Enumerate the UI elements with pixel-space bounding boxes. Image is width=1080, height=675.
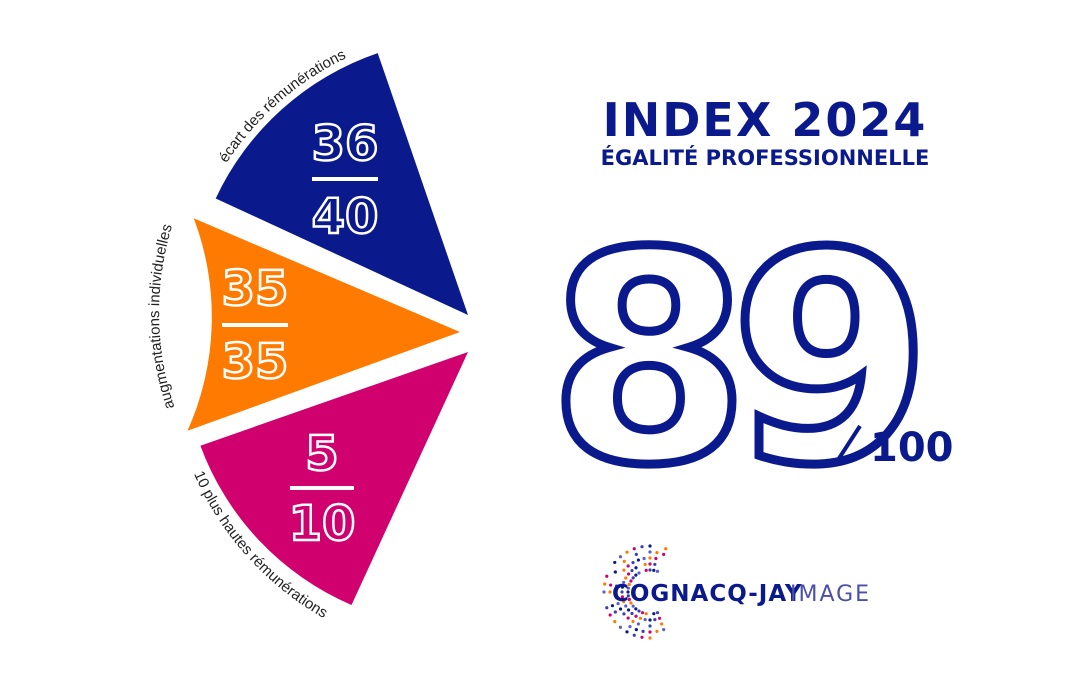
logo-dot [614, 610, 617, 613]
logo-dot [614, 570, 617, 573]
logo-dot [622, 612, 625, 615]
logo-dot [619, 607, 622, 610]
logo-dot [644, 618, 647, 621]
logo-dot [627, 572, 630, 575]
logo-dot [605, 575, 608, 578]
logo-dot [645, 569, 648, 572]
logo-dot [653, 618, 656, 621]
logo-dot [613, 561, 616, 564]
segment-score: 5 [305, 426, 338, 482]
title: INDEX 2024 [603, 93, 928, 147]
logo-dot [648, 568, 651, 571]
logo-dot [662, 553, 665, 556]
logo-dot [655, 551, 658, 554]
logo-dot [648, 618, 651, 621]
logo-dot [637, 558, 640, 561]
logo-dot [631, 561, 634, 564]
logo-dot [634, 615, 637, 618]
logo-dot [664, 547, 667, 550]
logo-dot [631, 620, 634, 623]
score-value: 89 [548, 192, 916, 529]
logo-dot [639, 617, 642, 620]
score-max: 100 [870, 425, 954, 471]
logo-dot [627, 616, 630, 619]
subtitle: ÉGALITÉ PROFESSIONNELLE [601, 145, 930, 170]
segment-max: 40 [312, 189, 379, 245]
logo-dot [645, 612, 648, 615]
logo-dot [609, 613, 612, 616]
segment-score: 36 [312, 116, 379, 172]
logo-dot [637, 622, 640, 625]
logo-suffix: IMAGE [790, 582, 871, 607]
logo-dot [652, 569, 655, 572]
logo-dot [640, 636, 643, 639]
infographic: écart des rémunérations augmentations in… [0, 0, 1080, 675]
logo-dot [613, 620, 616, 623]
logo-dot [658, 617, 661, 620]
logo-dot [628, 625, 631, 628]
logo-dot [605, 606, 608, 609]
logo-dot [656, 611, 659, 614]
logo-dot [648, 630, 651, 633]
logo-dot [623, 560, 626, 563]
logo-dot [619, 626, 622, 629]
logo-dot [634, 574, 637, 577]
logo-dot [635, 553, 638, 556]
logo-dot [642, 557, 645, 560]
logo-dot [648, 562, 651, 565]
logo-dot [625, 630, 628, 633]
logo-dot [633, 634, 636, 637]
logo-dot [634, 566, 637, 569]
logo-dot [654, 557, 657, 560]
logo-dot [656, 570, 659, 573]
logo-dot [634, 607, 637, 610]
logo-dot [655, 630, 658, 633]
logo-dot [641, 611, 644, 614]
logo-dot [602, 590, 605, 593]
logo-dot [622, 569, 625, 572]
logo-dot [603, 582, 606, 585]
logo-dot [635, 628, 638, 631]
logo-dot [662, 628, 665, 631]
logo-dot [625, 551, 628, 554]
logo-dot [653, 563, 656, 566]
logo-dot [619, 555, 622, 558]
logo-dot [632, 576, 635, 579]
segment-label-path: augmentations individuelles [146, 222, 178, 411]
logo-dot [641, 630, 644, 633]
logo-name: COGNACQ-JAY [612, 581, 803, 607]
logo-dot [637, 571, 640, 574]
logo-dot [627, 564, 630, 567]
segment-max: 10 [289, 496, 356, 552]
logo-dot [630, 612, 633, 615]
logo-dot [660, 622, 663, 625]
logo-dot [630, 569, 633, 572]
logo-dot [648, 556, 651, 559]
logo-dot [640, 545, 643, 548]
segment-max: 35 [222, 334, 289, 390]
logo-dot [624, 576, 627, 579]
logo-dot [648, 624, 651, 627]
logo-dot [648, 550, 651, 553]
segment-label: augmentations individuelles [146, 222, 178, 411]
logo-dot [648, 636, 651, 639]
segment-score: 35 [222, 261, 289, 317]
logo-dot [644, 563, 647, 566]
logo-dot [648, 544, 651, 547]
logo-dot [652, 612, 655, 615]
logo-dot [633, 547, 636, 550]
logo-dot [627, 608, 630, 611]
logo-dot [637, 609, 640, 612]
